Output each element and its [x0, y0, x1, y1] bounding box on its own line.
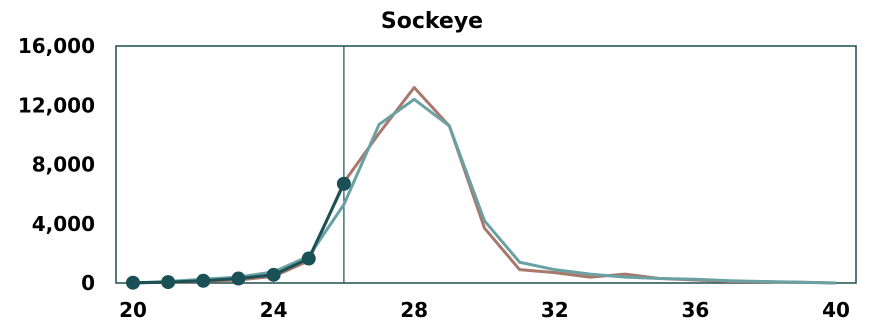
data-point	[161, 275, 176, 290]
y-tick-label: 0	[81, 271, 95, 295]
x-tick-label: 36	[681, 298, 709, 322]
data-point	[126, 275, 140, 290]
data-point	[231, 271, 246, 286]
x-tick-label: 20	[119, 298, 147, 322]
data-point	[336, 176, 351, 191]
y-tick-label: 4,000	[32, 212, 95, 236]
x-tick-label: 40	[822, 298, 850, 322]
plot-area	[115, 45, 857, 284]
data-point	[266, 267, 281, 282]
data-point	[196, 273, 211, 288]
x-axis: 20 24 28 32 36 40	[119, 298, 850, 322]
x-tick-label: 32	[541, 298, 569, 322]
series-line-2	[132, 183, 346, 285]
y-axis: 0 4,000 8,000 12,000 16,000	[18, 34, 95, 295]
series-group	[126, 85, 837, 290]
series-line-0	[132, 85, 837, 285]
y-tick-label: 12,000	[18, 93, 95, 117]
series-line-1	[132, 97, 837, 285]
x-tick-label: 28	[400, 298, 428, 322]
x-tick-label: 24	[260, 298, 288, 322]
y-tick-label: 16,000	[18, 34, 95, 58]
data-point	[301, 251, 316, 266]
chart-title: Sockeye	[381, 9, 483, 34]
y-tick-label: 8,000	[32, 153, 95, 177]
